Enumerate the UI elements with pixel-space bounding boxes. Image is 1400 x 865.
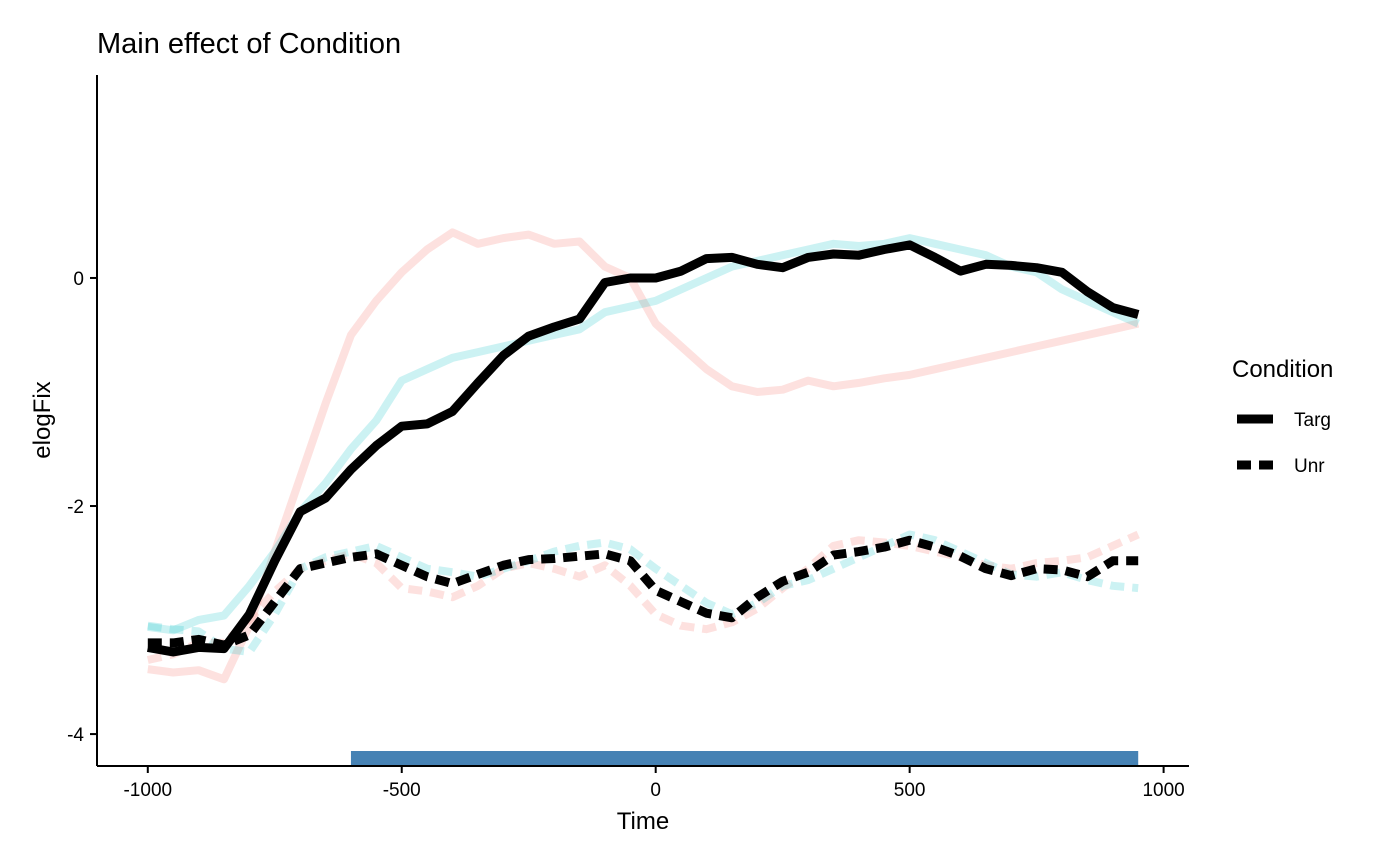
series-line-group-a-dashed [146,530,1140,664]
legend-label-unr: Unr [1294,456,1325,477]
series-line-targ [146,240,1140,657]
x-tick-label: 500 [894,780,926,801]
x-tick-label: -1000 [123,780,172,801]
y-axis: -4 -2 0 [67,269,97,746]
legend-title: Condition [1232,356,1333,383]
y-axis-title: elogFix [29,381,56,458]
plot-area [146,228,1140,765]
significance-bar [350,751,1139,765]
chart-title: Main effect of Condition [97,28,401,60]
legend-label-targ: Targ [1294,410,1331,431]
x-axis-title: Time [617,808,669,835]
y-tick-label: -2 [67,497,84,518]
y-tick-label: 0 [73,269,84,290]
series-line-group-b-solid [147,234,1140,635]
series-line-group-b-dashed [147,530,1139,656]
x-tick-label: 0 [650,780,661,801]
legend: Condition Targ Unr [1232,356,1333,477]
series-line-unr [147,535,1139,650]
x-tick-label: -500 [383,780,421,801]
x-axis: -1000 -500 0 500 1000 [123,766,1185,801]
x-tick-label: 1000 [1142,780,1184,801]
series-line-group-a-solid [147,228,1140,684]
y-tick-label: -4 [67,725,84,746]
